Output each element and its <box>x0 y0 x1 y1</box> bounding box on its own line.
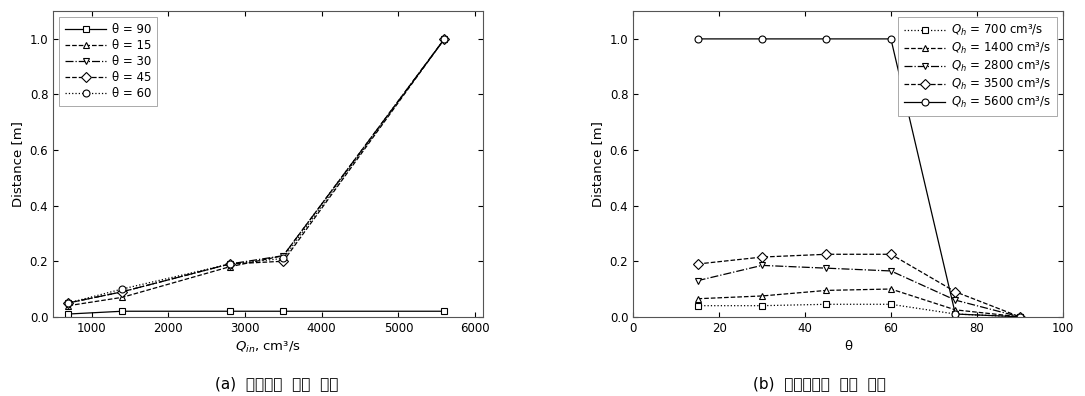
$Q_{h}$ = 1400 cm³/s <box>949 307 962 312</box>
$Q_{h}$ = 1400 cm³/s <box>820 288 833 293</box>
Line: θ = 45: θ = 45 <box>65 35 448 307</box>
$Q_{h}$ = 3500 cm³/s <box>949 289 962 294</box>
$Q_{h}$ = 2800 cm³/s <box>1013 314 1026 319</box>
θ = 60 <box>224 262 237 267</box>
Legend: θ = 90, θ = 15, θ = 30, θ = 45, θ = 60: θ = 90, θ = 15, θ = 30, θ = 45, θ = 60 <box>59 17 157 106</box>
$Q_{h}$ = 2800 cm³/s <box>691 278 704 283</box>
$Q_{h}$ = 1400 cm³/s <box>755 293 768 298</box>
$Q_{h}$ = 3500 cm³/s <box>820 252 833 257</box>
$Q_{h}$ = 3500 cm³/s <box>1013 314 1026 319</box>
θ = 45 <box>116 289 129 294</box>
θ = 45 <box>438 36 451 41</box>
θ = 30 <box>277 253 290 258</box>
Text: (a)  주입량에  따른  거리: (a) 주입량에 따른 거리 <box>215 376 339 391</box>
θ = 45 <box>62 301 75 305</box>
$Q_{h}$ = 5600 cm³/s <box>820 36 833 41</box>
θ = 60 <box>62 301 75 305</box>
$Q_{h}$ = 5600 cm³/s <box>884 36 897 41</box>
X-axis label: θ: θ <box>844 340 852 353</box>
Line: θ = 15: θ = 15 <box>65 35 448 309</box>
$Q_{h}$ = 5600 cm³/s <box>755 36 768 41</box>
$Q_{h}$ = 2800 cm³/s <box>820 266 833 270</box>
$Q_{h}$ = 700 cm³/s <box>1013 314 1026 319</box>
Line: $Q_{h}$ = 700 cm³/s: $Q_{h}$ = 700 cm³/s <box>694 301 1023 320</box>
$Q_{h}$ = 3500 cm³/s <box>755 255 768 259</box>
Y-axis label: Distance [m]: Distance [m] <box>591 121 604 207</box>
Line: θ = 90: θ = 90 <box>65 308 448 318</box>
θ = 90 <box>116 309 129 314</box>
θ = 90 <box>277 309 290 314</box>
$Q_{h}$ = 1400 cm³/s <box>884 287 897 291</box>
X-axis label: $Q_{in}$, cm³/s: $Q_{in}$, cm³/s <box>235 340 301 355</box>
$Q_{h}$ = 5600 cm³/s <box>691 36 704 41</box>
$Q_{h}$ = 2800 cm³/s <box>755 263 768 268</box>
Legend: $Q_{h}$ = 700 cm³/s, $Q_{h}$ = 1400 cm³/s, $Q_{h}$ = 2800 cm³/s, $Q_{h}$ = 3500 : $Q_{h}$ = 700 cm³/s, $Q_{h}$ = 1400 cm³/… <box>898 17 1057 116</box>
θ = 90 <box>62 312 75 316</box>
θ = 45 <box>277 259 290 264</box>
θ = 15 <box>277 253 290 258</box>
$Q_{h}$ = 2800 cm³/s <box>884 268 897 273</box>
θ = 15 <box>224 265 237 269</box>
Line: $Q_{h}$ = 5600 cm³/s: $Q_{h}$ = 5600 cm³/s <box>694 35 1023 320</box>
θ = 60 <box>277 256 290 261</box>
Line: $Q_{h}$ = 1400 cm³/s: $Q_{h}$ = 1400 cm³/s <box>694 286 1023 320</box>
$Q_{h}$ = 5600 cm³/s <box>949 312 962 316</box>
Text: (b)  주입각도에  따른  거리: (b) 주입각도에 따른 거리 <box>753 376 885 391</box>
θ = 90 <box>224 309 237 314</box>
θ = 30 <box>116 289 129 294</box>
Line: θ = 60: θ = 60 <box>65 35 448 307</box>
$Q_{h}$ = 1400 cm³/s <box>691 296 704 301</box>
$Q_{h}$ = 700 cm³/s <box>691 303 704 308</box>
θ = 60 <box>116 287 129 291</box>
θ = 15 <box>62 303 75 308</box>
θ = 30 <box>62 301 75 305</box>
θ = 15 <box>438 36 451 41</box>
θ = 90 <box>438 309 451 314</box>
$Q_{h}$ = 700 cm³/s <box>755 303 768 308</box>
Line: $Q_{h}$ = 3500 cm³/s: $Q_{h}$ = 3500 cm³/s <box>694 251 1023 320</box>
θ = 30 <box>438 36 451 41</box>
$Q_{h}$ = 2800 cm³/s <box>949 298 962 303</box>
$Q_{h}$ = 3500 cm³/s <box>884 252 897 257</box>
θ = 60 <box>438 36 451 41</box>
Line: $Q_{h}$ = 2800 cm³/s: $Q_{h}$ = 2800 cm³/s <box>694 262 1023 320</box>
$Q_{h}$ = 700 cm³/s <box>884 302 897 307</box>
θ = 15 <box>116 295 129 300</box>
$Q_{h}$ = 1400 cm³/s <box>1013 314 1026 319</box>
$Q_{h}$ = 3500 cm³/s <box>691 262 704 267</box>
θ = 45 <box>224 262 237 267</box>
Y-axis label: Distance [m]: Distance [m] <box>11 121 24 207</box>
Line: θ = 30: θ = 30 <box>65 35 448 307</box>
$Q_{h}$ = 700 cm³/s <box>820 302 833 307</box>
θ = 30 <box>224 262 237 267</box>
$Q_{h}$ = 5600 cm³/s <box>1013 314 1026 319</box>
$Q_{h}$ = 700 cm³/s <box>949 312 962 316</box>
